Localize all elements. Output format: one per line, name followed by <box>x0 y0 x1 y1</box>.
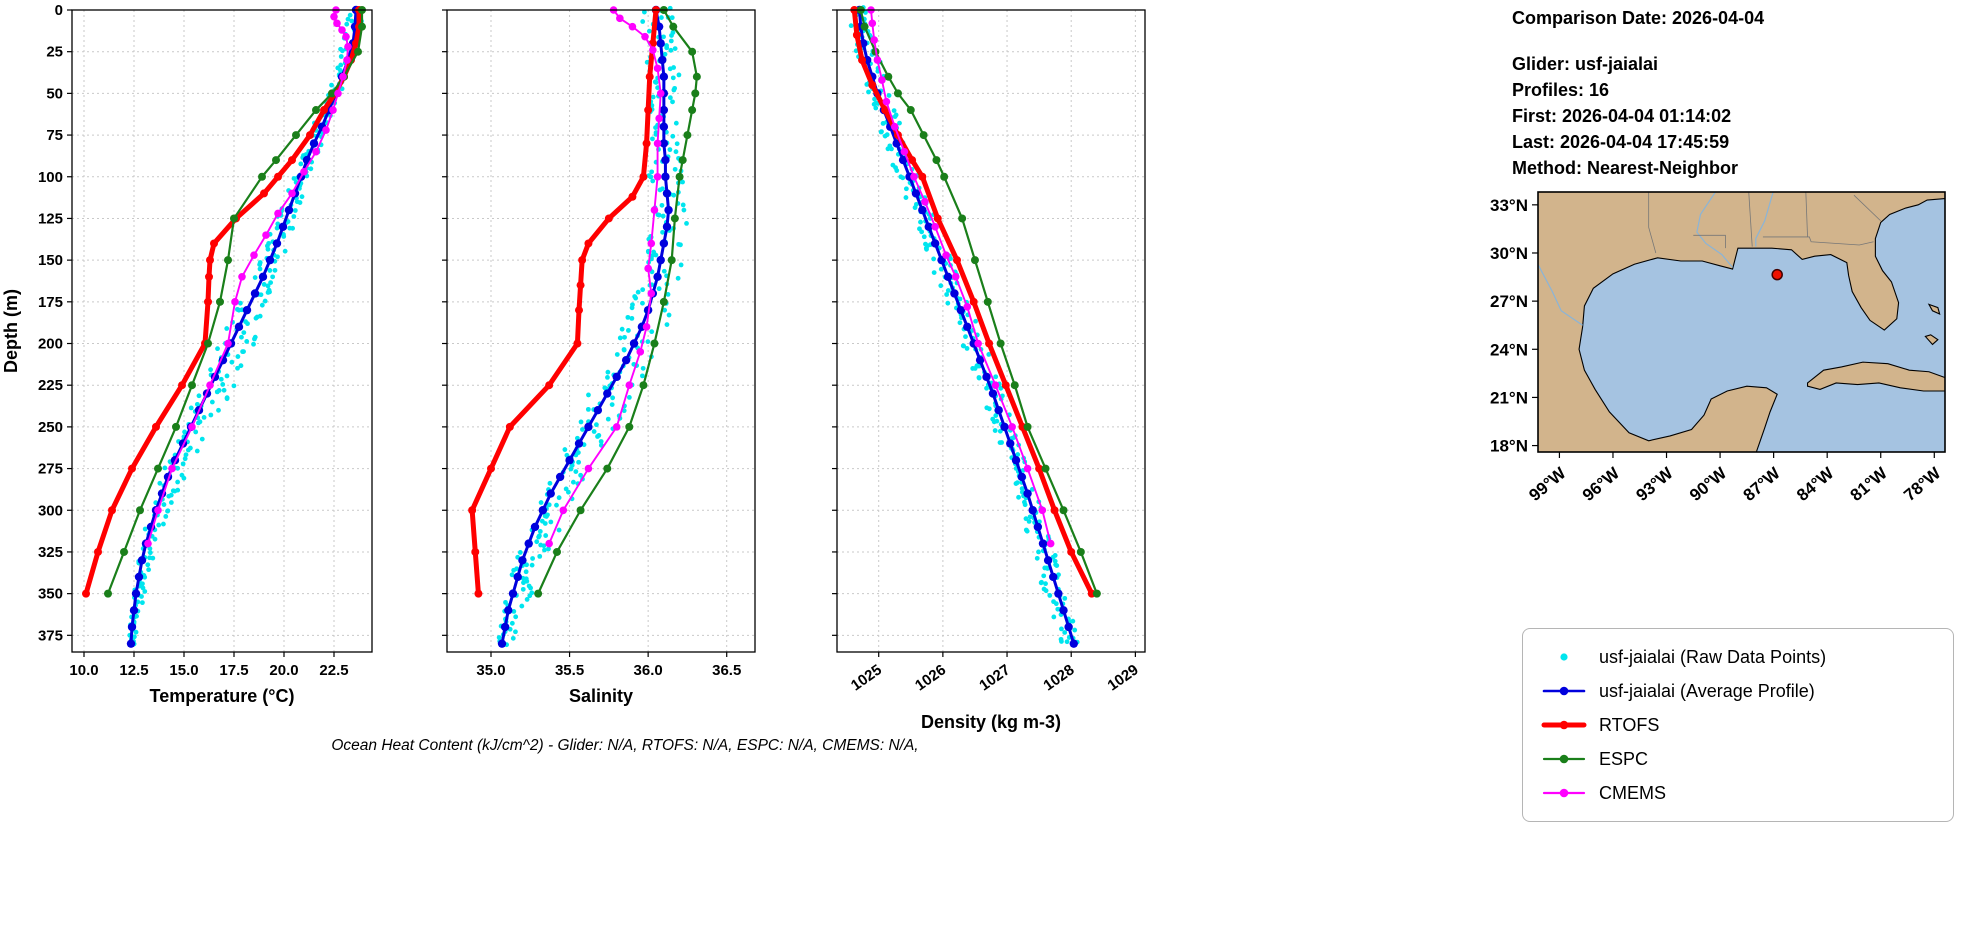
svg-text:81°W: 81°W <box>1847 463 1892 505</box>
svg-text:78°W: 78°W <box>1900 463 1945 505</box>
temperature-profile-chart: 10.0 12.5 15.0 17.5 20.0 22.5 0 25 50 75 100 125 150… <box>1 2 373 706</box>
legend-item-cmems: CMEMS <box>1541 779 1935 807</box>
svg-text:24°N: 24°N <box>1490 340 1528 359</box>
comparison-date: Comparison Date: 2026-04-04 <box>1512 8 1765 28</box>
rtofs-marker-icon <box>1541 714 1587 736</box>
svg-text:17.5: 17.5 <box>219 662 248 679</box>
ocean-heat-content-caption: Ocean Heat Content (kJ/cm^2) - Glider: N… <box>331 737 919 754</box>
first-profile-time: First: 2026-04-04 01:14:02 <box>1512 106 1732 126</box>
svg-text:300: 300 <box>38 502 63 519</box>
density-profile-chart: 1025 1026 1027 1028 1029 Density (kg m-3) <box>832 5 1146 732</box>
svg-text:275: 275 <box>38 461 63 478</box>
svg-text:1027: 1027 <box>976 661 1013 694</box>
svg-text:12.5: 12.5 <box>119 662 148 679</box>
svg-text:125: 125 <box>38 210 63 227</box>
svg-text:27°N: 27°N <box>1490 292 1528 311</box>
legend: usf-jaialai (Raw Data Points) usf-jaiala… <box>1522 628 1954 822</box>
svg-text:Depth (m): Depth (m) <box>1 289 21 373</box>
svg-text:1029: 1029 <box>1105 661 1142 694</box>
svg-text:375: 375 <box>38 627 63 644</box>
svg-text:1028: 1028 <box>1040 661 1077 694</box>
svg-text:50: 50 <box>46 85 63 102</box>
svg-text:0: 0 <box>55 2 63 19</box>
info-panel: Comparison Date: 2026-04-04 Glider: usf-… <box>1512 8 1982 181</box>
svg-text:150: 150 <box>38 252 63 269</box>
svg-text:35.0: 35.0 <box>476 662 505 679</box>
legend-item-rtofs: RTOFS <box>1541 711 1935 739</box>
profiles-count: Profiles: 16 <box>1512 80 1610 100</box>
espc-marker-icon <box>1541 748 1587 770</box>
gulf-of-mexico-map: 18°N 21°N 24°N 27°N 30°N 33°N 99°W 96°W 93°W 90°W… <box>1490 191 1946 505</box>
svg-text:36.0: 36.0 <box>634 662 663 679</box>
svg-text:200: 200 <box>38 336 63 353</box>
svg-text:30°N: 30°N <box>1490 244 1528 263</box>
svg-text:25: 25 <box>46 44 63 61</box>
salinity-profile-chart: 35.0 35.5 36.0 36.5 Salinity <box>442 5 756 706</box>
last-profile-time: Last: 2026-04-04 17:45:59 <box>1512 132 1730 152</box>
method: Method: Nearest-Neighbor <box>1512 158 1739 178</box>
svg-text:250: 250 <box>38 419 63 436</box>
legend-item-raw: usf-jaialai (Raw Data Points) <box>1541 643 1935 671</box>
average-profile-marker-icon <box>1541 680 1587 702</box>
glider-name: Glider: usf-jaialai <box>1512 54 1659 74</box>
svg-text:96°W: 96°W <box>1579 463 1624 505</box>
raw-data-marker-icon <box>1541 646 1587 668</box>
svg-text:Temperature (°C): Temperature (°C) <box>150 686 295 706</box>
svg-text:35.5: 35.5 <box>555 662 584 679</box>
svg-text:350: 350 <box>38 586 63 603</box>
svg-text:36.5: 36.5 <box>712 662 741 679</box>
svg-text:99°W: 99°W <box>1525 463 1570 505</box>
svg-text:22.5: 22.5 <box>319 662 348 679</box>
svg-text:325: 325 <box>38 544 63 561</box>
svg-text:1025: 1025 <box>848 661 885 694</box>
svg-text:10.0: 10.0 <box>69 662 98 679</box>
svg-text:87°W: 87°W <box>1740 463 1785 505</box>
svg-text:75: 75 <box>46 127 63 144</box>
svg-text:20.0: 20.0 <box>269 662 298 679</box>
svg-text:84°W: 84°W <box>1793 463 1838 505</box>
svg-text:93°W: 93°W <box>1632 463 1677 505</box>
svg-text:Salinity: Salinity <box>569 686 633 706</box>
svg-text:100: 100 <box>38 169 63 186</box>
svg-text:175: 175 <box>38 294 63 311</box>
svg-text:Density (kg m-3): Density (kg m-3) <box>921 712 1061 732</box>
svg-text:225: 225 <box>38 377 63 394</box>
svg-text:33°N: 33°N <box>1490 196 1528 215</box>
svg-text:21°N: 21°N <box>1490 388 1528 407</box>
svg-text:90°W: 90°W <box>1686 463 1731 505</box>
cmems-marker-icon <box>1541 782 1587 804</box>
svg-text:18°N: 18°N <box>1490 437 1528 456</box>
legend-item-espc: ESPC <box>1541 745 1935 773</box>
svg-text:1026: 1026 <box>912 661 949 694</box>
legend-item-average: usf-jaialai (Average Profile) <box>1541 677 1935 705</box>
svg-text:15.0: 15.0 <box>169 662 198 679</box>
